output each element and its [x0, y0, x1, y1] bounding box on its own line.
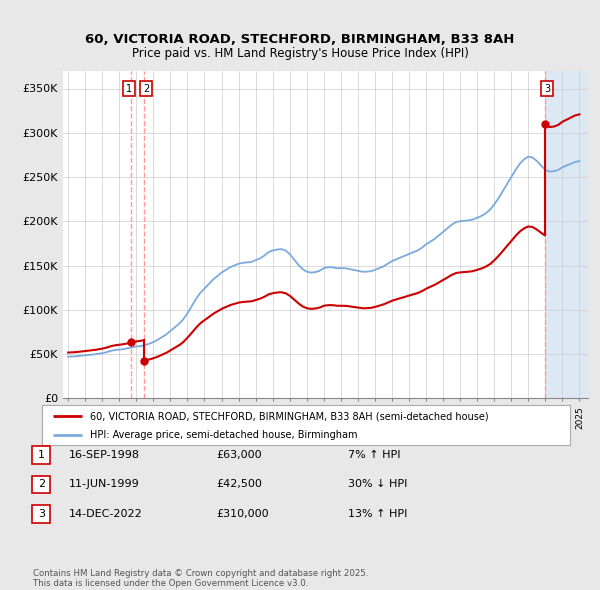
Text: 3: 3: [38, 509, 45, 519]
Text: HPI: Average price, semi-detached house, Birmingham: HPI: Average price, semi-detached house,…: [89, 430, 357, 440]
Text: £63,000: £63,000: [216, 450, 262, 460]
Text: 60, VICTORIA ROAD, STECHFORD, BIRMINGHAM, B33 8AH: 60, VICTORIA ROAD, STECHFORD, BIRMINGHAM…: [85, 33, 515, 46]
Bar: [545, 71, 588, 398]
Text: 3: 3: [544, 84, 550, 93]
Text: 1: 1: [125, 84, 132, 93]
Text: 1: 1: [38, 450, 45, 460]
Text: £310,000: £310,000: [216, 509, 269, 519]
Text: 30% ↓ HPI: 30% ↓ HPI: [348, 480, 407, 489]
Text: 60, VICTORIA ROAD, STECHFORD, BIRMINGHAM, B33 8AH (semi-detached house): 60, VICTORIA ROAD, STECHFORD, BIRMINGHAM…: [89, 411, 488, 421]
Text: 2: 2: [38, 480, 45, 489]
Text: Price paid vs. HM Land Registry's House Price Index (HPI): Price paid vs. HM Land Registry's House …: [131, 47, 469, 60]
Text: 11-JUN-1999: 11-JUN-1999: [69, 480, 140, 489]
Text: 13% ↑ HPI: 13% ↑ HPI: [348, 509, 407, 519]
Text: Contains HM Land Registry data © Crown copyright and database right 2025.
This d: Contains HM Land Registry data © Crown c…: [33, 569, 368, 588]
Text: £42,500: £42,500: [216, 480, 262, 489]
Text: 7% ↑ HPI: 7% ↑ HPI: [348, 450, 401, 460]
Text: 14-DEC-2022: 14-DEC-2022: [69, 509, 143, 519]
Text: 16-SEP-1998: 16-SEP-1998: [69, 450, 140, 460]
Text: 2: 2: [143, 84, 149, 93]
